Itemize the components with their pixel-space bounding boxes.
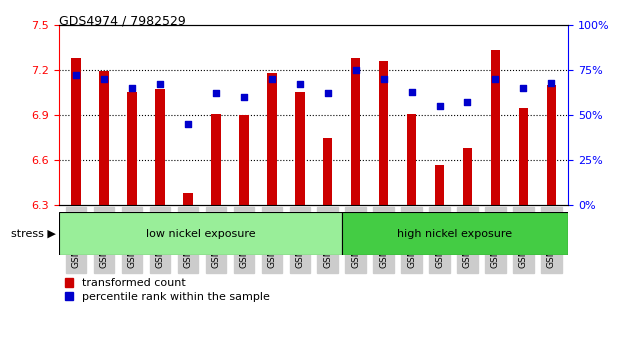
- Point: [99, 76, 109, 82]
- Bar: [491, 50, 501, 205]
- Bar: [127, 92, 137, 205]
- Bar: [351, 58, 360, 205]
- Point: [435, 103, 445, 109]
- Bar: [463, 148, 473, 205]
- Bar: [155, 90, 165, 205]
- Text: GDS4974 / 7982529: GDS4974 / 7982529: [59, 14, 186, 27]
- Bar: [183, 193, 193, 205]
- Bar: [71, 58, 81, 205]
- Legend: transformed count, percentile rank within the sample: transformed count, percentile rank withi…: [65, 278, 270, 302]
- Point: [211, 91, 220, 96]
- Point: [519, 85, 528, 91]
- Point: [379, 76, 389, 82]
- FancyBboxPatch shape: [59, 212, 342, 255]
- Point: [266, 76, 276, 82]
- Point: [463, 99, 473, 105]
- Bar: [519, 108, 528, 205]
- FancyBboxPatch shape: [342, 212, 568, 255]
- Bar: [99, 72, 109, 205]
- Text: high nickel exposure: high nickel exposure: [397, 229, 512, 239]
- Text: stress ▶: stress ▶: [11, 229, 56, 239]
- Bar: [546, 85, 556, 205]
- Bar: [211, 114, 220, 205]
- Point: [407, 89, 417, 95]
- Point: [323, 91, 333, 96]
- Text: low nickel exposure: low nickel exposure: [146, 229, 255, 239]
- Bar: [295, 92, 304, 205]
- Point: [183, 121, 193, 127]
- Point: [127, 85, 137, 91]
- Bar: [435, 165, 445, 205]
- Bar: [267, 73, 276, 205]
- Point: [71, 73, 81, 78]
- Point: [351, 67, 361, 73]
- Bar: [407, 114, 417, 205]
- Point: [155, 81, 165, 87]
- Point: [491, 76, 501, 82]
- Point: [546, 80, 556, 85]
- Bar: [379, 61, 389, 205]
- Point: [294, 81, 304, 87]
- Bar: [323, 138, 332, 205]
- Point: [238, 94, 248, 100]
- Bar: [238, 115, 248, 205]
